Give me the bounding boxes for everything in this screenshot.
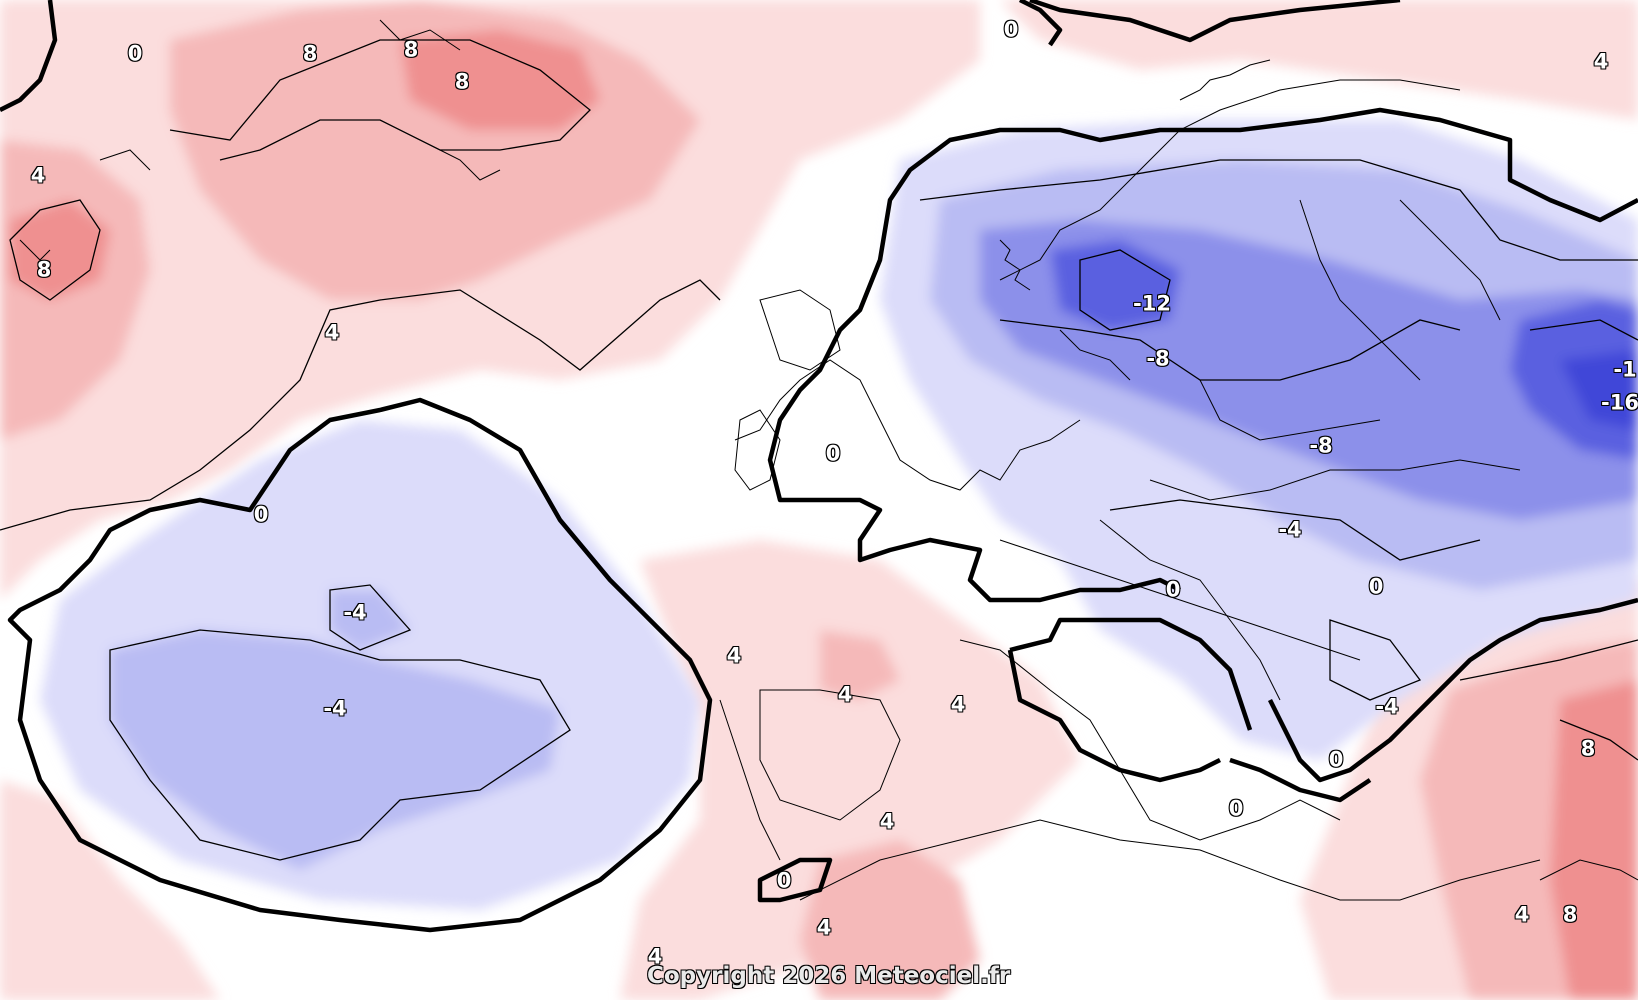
zero-isolines [0, 0, 1638, 933]
cold-anomaly-shading [40, 120, 1638, 910]
copyright-notice: Copyright 2026 Meteociel.fr [647, 963, 1011, 989]
fjord-coast-detail [19, 59, 1271, 291]
contour-lines [0, 39, 1638, 861]
